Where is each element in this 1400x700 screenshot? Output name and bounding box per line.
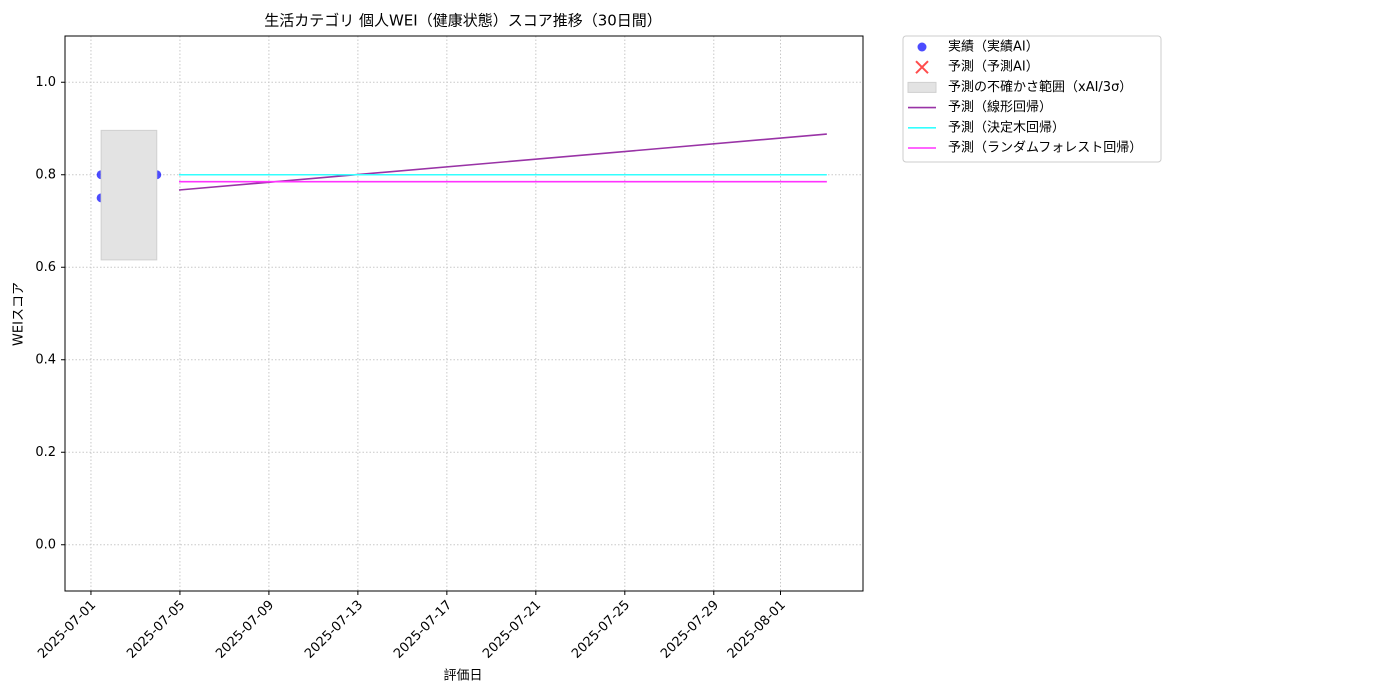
uncertainty-band (100, 129, 158, 261)
x-tick-label: 2025-07-05 (124, 598, 188, 662)
legend-label: 予測（ランダムフォレスト回帰） (948, 140, 1142, 156)
x-tick-label: 2025-07-13 (302, 598, 366, 662)
x-tick-label: 2025-07-17 (391, 598, 455, 662)
x-tick-label: 2025-07-01 (35, 598, 99, 662)
x-tick-label: 2025-08-01 (725, 598, 789, 662)
y-tick-label: 1.0 (35, 75, 56, 90)
data-line (178, 133, 827, 191)
legend-box (902, 35, 1162, 163)
legend-marker (907, 81, 937, 93)
y-tick-label: 0.8 (35, 167, 56, 182)
y-tick-label: 0.4 (35, 352, 56, 367)
x-axis-label: 評価日 (443, 669, 482, 684)
legend-marker (917, 42, 927, 52)
plot-area (65, 36, 863, 591)
chart-title: 生活カテゴリ 個人WEI（健康状態）スコア推移（30日間） (264, 12, 662, 30)
y-tick-label: 0.0 (35, 537, 56, 552)
y-tick-label: 0.6 (35, 260, 56, 275)
x-tick-label: 2025-07-29 (658, 598, 722, 662)
x-tick-label: 2025-07-21 (480, 598, 544, 662)
x-tick-label: 2025-07-25 (569, 598, 633, 662)
legend-label: 予測（決定木回帰） (948, 119, 1065, 135)
legend-label: 予測（予測AI） (948, 60, 1039, 75)
x-tick-label: 2025-07-09 (213, 598, 277, 662)
y-axis-label: WEIスコア (12, 282, 27, 346)
legend-label: 予測の不確かさ範囲（xAI/3σ） (948, 79, 1132, 95)
legend-marker (915, 60, 929, 74)
legend-label: 実績（実績AI） (948, 39, 1039, 55)
y-tick-label: 0.2 (35, 445, 56, 460)
legend-label: 予測（線形回帰） (948, 99, 1052, 115)
plot-frame (64, 35, 864, 592)
